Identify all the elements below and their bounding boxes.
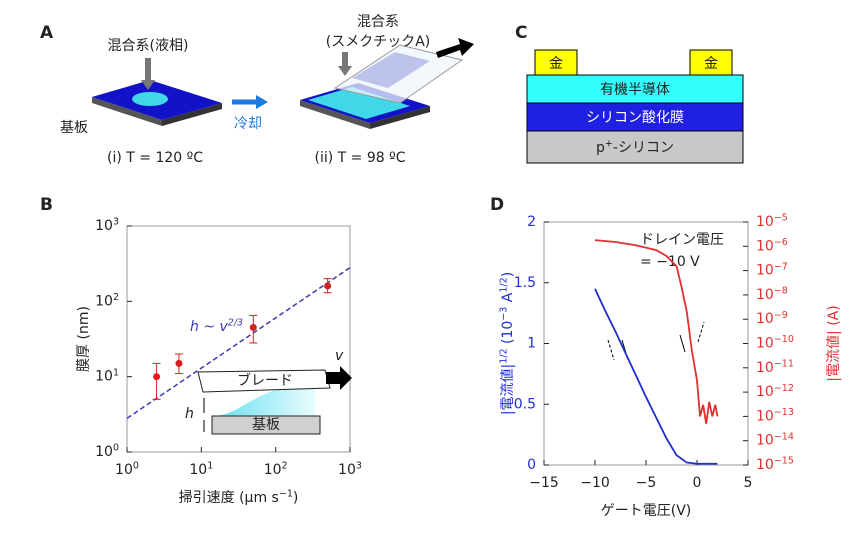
panel-c: C 金 金 有機半導体 シリコン酸化膜 p+-シリコン (515, 23, 744, 164)
sweep-arrow (679, 334, 686, 353)
series-line (594, 288, 718, 465)
y2-tick-label: 10−9 (756, 309, 788, 327)
y-tick-label: 2 (527, 214, 536, 230)
substrate-label: 基板 (60, 119, 88, 136)
inset-film (212, 384, 315, 416)
panel-b: B ブレード 基板 h v (40, 195, 352, 453)
panel-a: A 混合系(液相) 基板 冷却 混合系 (スメクチックA) (i) T = 12… (40, 14, 474, 166)
x-tick-label: −10 (580, 475, 610, 491)
caption: (i) T = 120 ºC (107, 150, 203, 166)
film-under-blade (352, 52, 430, 88)
y-tick-label: 0.5 (514, 396, 536, 412)
slab-side (162, 103, 222, 126)
inset-substrate (211, 415, 321, 435)
annotation: = −10 V (640, 254, 700, 270)
panel-d: D ドレイン電圧 = −10 V (490, 195, 724, 361)
annotation: ドレイン電圧 (640, 232, 724, 248)
y-tick-label: 102 (95, 292, 119, 310)
y-tick-label: 0 (527, 457, 536, 473)
x-axis-title: ゲート電圧(V) (601, 503, 692, 519)
y2-tick-label: 10−11 (756, 358, 794, 376)
oxide-layer (526, 102, 744, 132)
fit-label: h ~ v2/3 (190, 317, 243, 335)
y2-tick-label: 10−12 (756, 382, 794, 400)
sweep-arrow (607, 339, 615, 361)
move-arrow (436, 38, 474, 58)
mixture-label: 混合系 (357, 14, 399, 30)
electrode (689, 49, 733, 76)
y2-tick-label: 10−5 (756, 212, 788, 230)
caption: (ii) T = 98 ºC (315, 150, 406, 166)
y2-tick-label: 10−6 (756, 237, 788, 255)
x-tick-label: 102 (264, 460, 288, 478)
y-axis-title: 膜厚 (nm) (76, 306, 92, 372)
data-point (175, 359, 183, 367)
x-axis-title: 掃引速度 (μm s−1) (179, 488, 299, 506)
y-axis-title: |電流値|1/2 (10−3 A1/2) (498, 272, 516, 415)
data-point (249, 323, 257, 331)
y2-tick-label: 10−8 (756, 285, 788, 303)
fit-line (126, 267, 351, 419)
arrow-head (141, 80, 155, 90)
sweep-arrow (697, 321, 705, 343)
inset-label: 基板 (252, 416, 280, 433)
inset-label: ブレード (237, 372, 293, 389)
slab-side (92, 97, 162, 126)
semiconductor-layer (526, 74, 744, 104)
x-tick-label: 103 (338, 460, 362, 478)
panel-label: D (490, 195, 504, 215)
x-tick-label: 101 (189, 460, 213, 478)
electrode-label: 金 (549, 56, 563, 72)
droplet (132, 92, 168, 106)
layer-label: 有機半導体 (600, 82, 670, 98)
droplet-label: 混合系(液相) (108, 38, 189, 54)
x-tick-label: 0 (693, 475, 702, 491)
cooling-label: 冷却 (234, 116, 262, 132)
y2-tick-label: 10−14 (756, 431, 794, 449)
x-tick-label: −15 (529, 475, 559, 491)
arrow-head (256, 95, 268, 109)
film (308, 87, 410, 119)
arrow-head (338, 66, 352, 76)
y2-tick-label: 10−7 (756, 261, 788, 279)
layer-label: シリコン酸化膜 (586, 110, 684, 126)
y2-axis-title: |電流値| (A) (826, 305, 842, 381)
inset-label: h (185, 406, 194, 422)
inset-blade (197, 369, 331, 393)
data-point (153, 373, 161, 381)
panel-label: C (515, 23, 527, 43)
y-tick-label: 100 (95, 442, 119, 460)
y-tick-label: 103 (95, 216, 119, 234)
layer-label: p+-シリコン (596, 138, 674, 156)
y2-tick-label: 10−10 (756, 334, 794, 352)
slab-side (300, 100, 370, 129)
y-tick-label: 1.5 (514, 275, 536, 291)
x-tick-label: −5 (636, 475, 657, 491)
data-point (324, 282, 332, 290)
x-tick-label: 5 (744, 475, 753, 491)
y-tick-label: 1 (527, 336, 536, 352)
inset-label: v (335, 348, 344, 364)
panel-label: B (40, 195, 53, 215)
series-line (594, 239, 719, 424)
x-tick-label: 100 (115, 460, 139, 478)
slab-side (370, 106, 430, 129)
inset-arrow (326, 366, 352, 390)
panel-label: A (40, 23, 54, 43)
y2-tick-label: 10−13 (756, 407, 794, 425)
substrate-layer (526, 130, 744, 164)
y-tick-label: 101 (95, 367, 119, 385)
electrode-label: 金 (704, 56, 718, 72)
plot-frame (126, 225, 351, 453)
mixture-phase-label: (スメクチックA) (326, 34, 431, 50)
y2-tick-label: 10−15 (756, 455, 794, 473)
